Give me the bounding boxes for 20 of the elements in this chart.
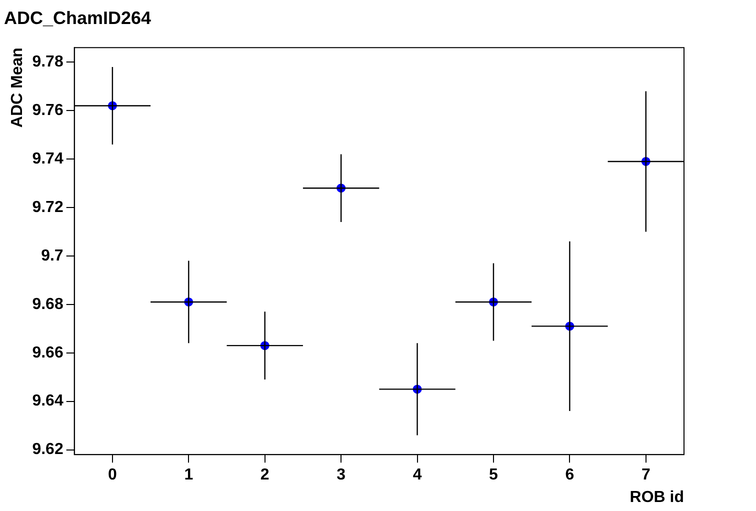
y-tick-label: 9.68 [32, 296, 64, 313]
x-tick-label: 0 [108, 466, 117, 484]
y-tick-label: 9.72 [32, 198, 64, 216]
y-tick-label: 9.76 [32, 102, 64, 119]
y-tick-label: 9.66 [32, 344, 64, 362]
x-tick-label: 6 [565, 466, 574, 484]
x-tick-label: 1 [184, 466, 194, 484]
y-tick-label: 9.62 [32, 441, 64, 458]
chart-title: ADC_ChamID264 [4, 8, 152, 28]
x-tick-label: 4 [412, 466, 422, 484]
y-tick-label: 9.78 [32, 54, 64, 71]
x-tick-label: 2 [260, 466, 270, 484]
x-tick-label: 5 [489, 466, 498, 484]
x-tick-label: 3 [336, 466, 346, 484]
x-tick-label: 7 [641, 466, 650, 484]
y-tick-label: 9.64 [32, 392, 64, 410]
x-axis-title: ROB id [630, 488, 684, 506]
y-tick-label: 9.7 [41, 247, 64, 264]
y-axis-title: ADC Mean [9, 48, 26, 128]
y-tick-label: 9.74 [32, 150, 64, 168]
